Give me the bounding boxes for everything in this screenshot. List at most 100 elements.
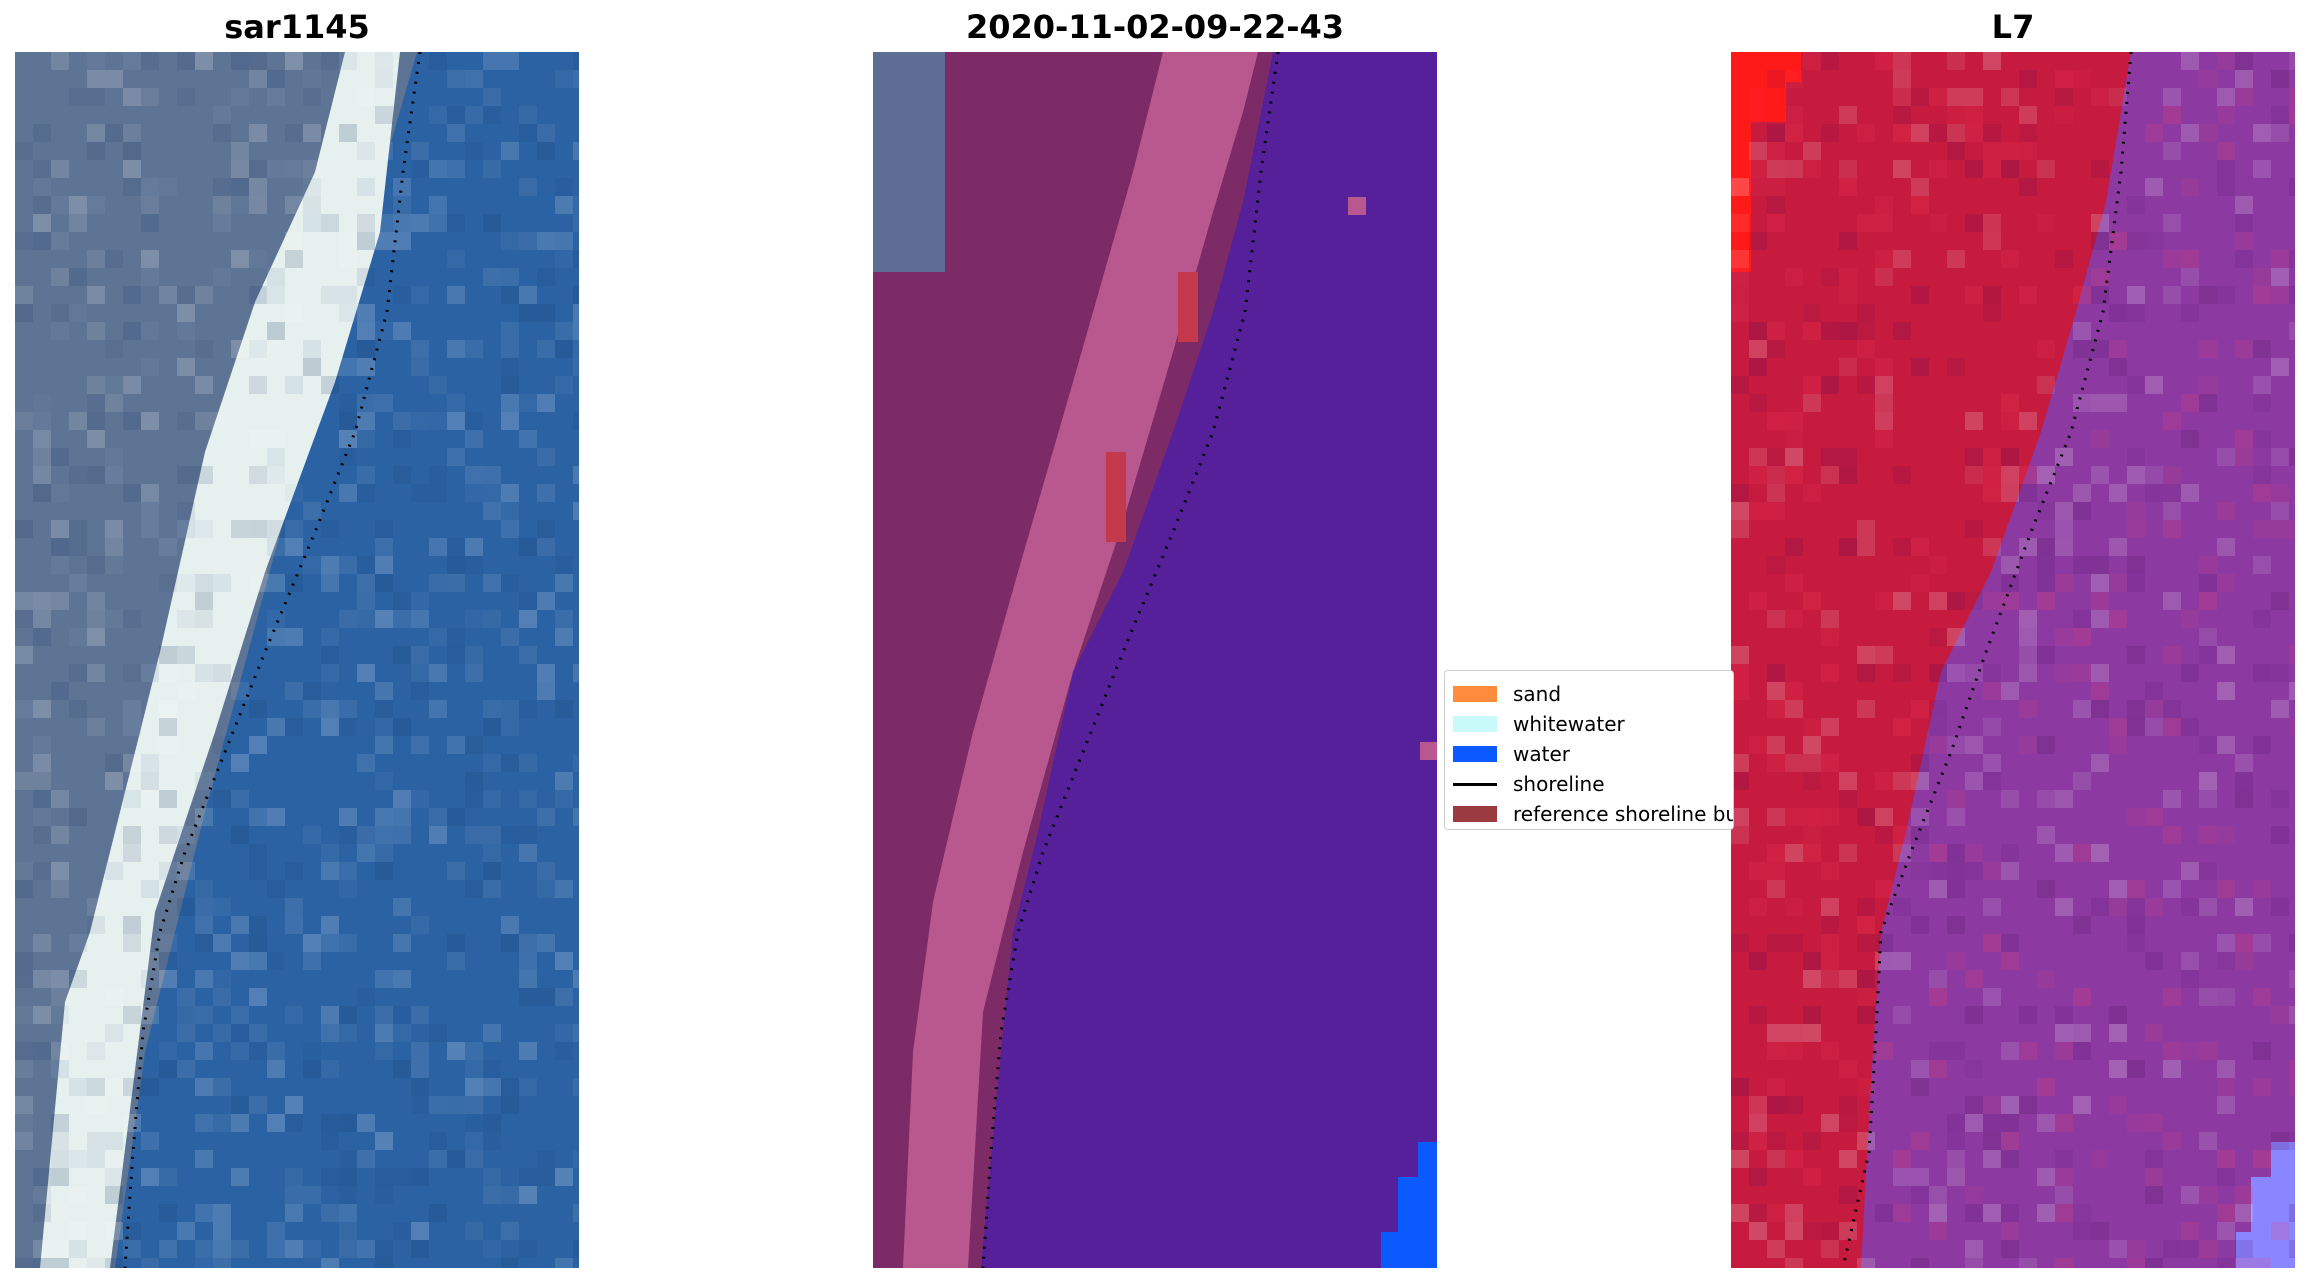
pixel-texture bbox=[1875, 592, 1893, 610]
pixel-texture bbox=[249, 376, 267, 394]
pixel-texture bbox=[285, 358, 303, 376]
pixel-texture bbox=[267, 880, 285, 898]
pixel-texture bbox=[2163, 88, 2181, 106]
pixel-texture bbox=[15, 520, 33, 538]
pixel-texture bbox=[2055, 664, 2073, 682]
pixel-texture bbox=[2163, 880, 2181, 898]
pixel-texture bbox=[123, 934, 141, 952]
pixel-texture bbox=[2055, 70, 2073, 88]
pixel-texture bbox=[177, 412, 195, 430]
pixel-texture bbox=[1893, 952, 1911, 970]
pixel-texture bbox=[213, 970, 231, 988]
pixel-texture bbox=[1983, 1204, 2001, 1222]
pixel-texture bbox=[2091, 844, 2109, 862]
pixel-texture bbox=[2145, 700, 2163, 718]
pixel-texture bbox=[1911, 88, 1929, 106]
pixel-texture bbox=[2217, 574, 2235, 592]
pixel-texture bbox=[213, 1222, 231, 1240]
pixel-texture bbox=[231, 952, 249, 970]
pixel-texture bbox=[393, 790, 411, 808]
pixel-texture bbox=[213, 1258, 231, 1268]
pixel-texture bbox=[33, 592, 51, 610]
pixel-texture bbox=[447, 70, 465, 88]
pixel-texture bbox=[33, 970, 51, 988]
pixel-texture bbox=[69, 268, 87, 286]
pixel-texture bbox=[501, 232, 519, 250]
pixel-texture bbox=[1839, 970, 1857, 988]
pixel-texture bbox=[1983, 862, 2001, 880]
pixel-texture bbox=[537, 862, 555, 880]
pixel-texture bbox=[1965, 1006, 1983, 1024]
pixel-texture bbox=[1875, 358, 1893, 376]
pixel-texture bbox=[1767, 862, 1785, 880]
pixel-texture bbox=[2181, 268, 2199, 286]
pixel-texture bbox=[2127, 718, 2145, 736]
pixel-texture bbox=[2217, 1258, 2235, 1268]
pixel-texture bbox=[411, 412, 429, 430]
pixel-texture bbox=[2199, 646, 2217, 664]
legend-label: reference shoreline buffer bbox=[1513, 802, 1733, 826]
pixel-texture bbox=[1929, 718, 1947, 736]
pixel-texture bbox=[2001, 1222, 2019, 1240]
pixel-texture bbox=[2181, 1186, 2199, 1204]
pixel-texture bbox=[33, 1042, 51, 1060]
pixel-texture bbox=[1983, 754, 2001, 772]
pixel-texture bbox=[2127, 304, 2145, 322]
pixel-texture bbox=[2145, 682, 2163, 700]
sand-swatch bbox=[1453, 686, 1497, 702]
pixel-texture bbox=[1767, 1204, 1785, 1222]
pixel-texture bbox=[51, 790, 69, 808]
pixel-texture bbox=[375, 142, 393, 160]
pixel-texture bbox=[1965, 1258, 1983, 1268]
pixel-texture bbox=[69, 520, 87, 538]
pixel-texture bbox=[285, 862, 303, 880]
pixel-texture bbox=[2271, 124, 2289, 142]
pixel-texture bbox=[123, 754, 141, 772]
pixel-texture bbox=[303, 682, 321, 700]
pixel-texture bbox=[231, 790, 249, 808]
pixel-texture bbox=[393, 232, 411, 250]
pixel-texture bbox=[2145, 1168, 2163, 1186]
pixel-texture bbox=[2109, 88, 2127, 106]
pixel-texture bbox=[123, 412, 141, 430]
pixel-texture bbox=[87, 916, 105, 934]
pixel-texture bbox=[2289, 646, 2295, 664]
pixel-texture bbox=[465, 1060, 483, 1078]
pixel-texture bbox=[285, 682, 303, 700]
l7-image-panel bbox=[1731, 52, 2295, 1268]
pixel-texture bbox=[555, 196, 573, 214]
pixel-texture bbox=[87, 1096, 105, 1114]
pixel-texture bbox=[33, 772, 51, 790]
pixel-texture bbox=[15, 970, 33, 988]
pixel-texture bbox=[519, 790, 537, 808]
pixel-texture bbox=[339, 934, 357, 952]
pixel-texture bbox=[2181, 718, 2199, 736]
pixel-texture bbox=[87, 376, 105, 394]
pixel-texture bbox=[213, 664, 231, 682]
pixel-texture bbox=[69, 1024, 87, 1042]
pixel-texture bbox=[285, 520, 303, 538]
pixel-texture bbox=[1965, 1204, 1983, 1222]
pixel-texture bbox=[393, 196, 411, 214]
pixel-texture bbox=[1893, 1168, 1911, 1186]
pixel-texture bbox=[2199, 124, 2217, 142]
pixel-texture bbox=[1803, 1132, 1821, 1150]
pixel-texture bbox=[285, 484, 303, 502]
pixel-texture bbox=[357, 826, 375, 844]
pixel-texture bbox=[159, 646, 177, 664]
pixel-texture bbox=[213, 1240, 231, 1258]
pixel-texture bbox=[501, 1186, 519, 1204]
pixel-texture bbox=[483, 862, 501, 880]
pixel-texture bbox=[2145, 466, 2163, 484]
pixel-texture bbox=[15, 880, 33, 898]
pixel-texture bbox=[357, 304, 375, 322]
pixel-texture bbox=[267, 268, 285, 286]
pixel-texture bbox=[1785, 466, 1803, 484]
pixel-texture bbox=[303, 1240, 321, 1258]
pixel-texture bbox=[195, 1240, 213, 1258]
pixel-texture bbox=[1731, 1204, 1749, 1222]
pixel-texture bbox=[87, 1078, 105, 1096]
pixel-texture bbox=[2217, 1168, 2235, 1186]
pixel-texture bbox=[123, 1240, 141, 1258]
pixel-texture bbox=[1731, 1132, 1749, 1150]
